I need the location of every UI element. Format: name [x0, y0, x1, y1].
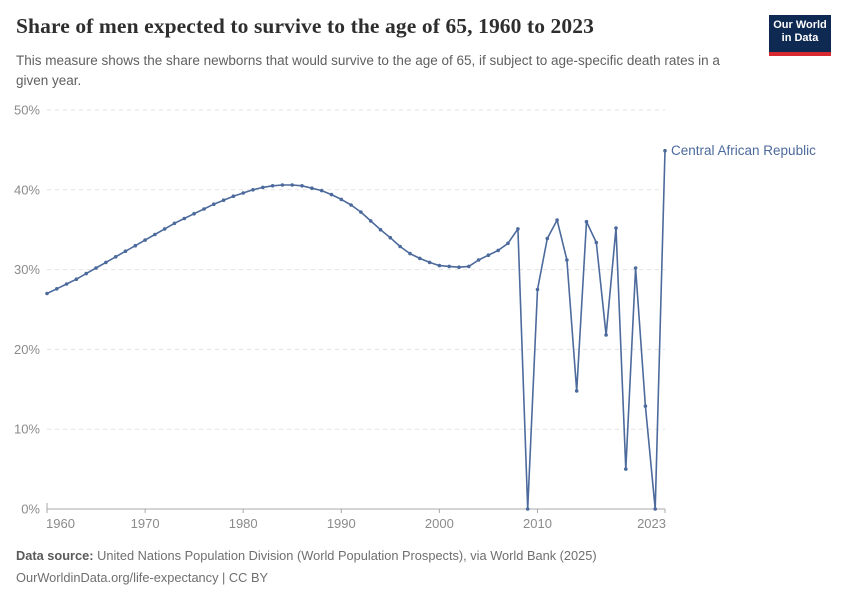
- x-axis-tick-label: 1960: [46, 516, 75, 531]
- line-chart-canvas[interactable]: 0% 10% 20% 30% 40% 50% 1960 1970 1980 1990 2000 201…: [0, 80, 850, 550]
- data-point[interactable]: [486, 253, 491, 257]
- data-point[interactable]: [212, 202, 216, 206]
- data-point[interactable]: [594, 240, 599, 245]
- data-point[interactable]: [319, 188, 324, 193]
- data-point[interactable]: [545, 236, 550, 241]
- data-point[interactable]: [143, 238, 147, 242]
- data-point[interactable]: [565, 258, 569, 262]
- data-point[interactable]: [349, 203, 353, 207]
- y-axis-tick-label: 20%: [14, 342, 40, 357]
- data-point[interactable]: [418, 256, 422, 261]
- data-point[interactable]: [104, 260, 108, 265]
- data-point[interactable]: [270, 184, 275, 188]
- data-point[interactable]: [643, 404, 648, 408]
- data-point[interactable]: [45, 291, 49, 296]
- data-point[interactable]: [584, 219, 589, 224]
- data-point[interactable]: [162, 227, 167, 231]
- data-point[interactable]: [368, 219, 373, 223]
- y-axis-tick-label: 50%: [14, 103, 40, 118]
- data-point[interactable]: [535, 287, 540, 292]
- data-point[interactable]: [261, 185, 265, 190]
- data-point[interactable]: [624, 467, 628, 471]
- data-point[interactable]: [290, 183, 295, 187]
- data-point[interactable]: [378, 227, 383, 232]
- data-point[interactable]: [74, 277, 79, 282]
- owid-logo-line2: in Data: [781, 32, 819, 44]
- data-point[interactable]: [467, 264, 471, 269]
- data-point[interactable]: [653, 507, 657, 511]
- chart-footer: Data source: United Nations Population D…: [16, 545, 597, 589]
- data-point[interactable]: [614, 226, 618, 230]
- data-point[interactable]: [153, 232, 157, 237]
- data-source-label: Data source:: [16, 548, 94, 563]
- data-point[interactable]: [192, 211, 196, 216]
- data-point[interactable]: [55, 287, 59, 291]
- data-point[interactable]: [172, 221, 177, 226]
- chart-line: [46, 149, 666, 510]
- data-point[interactable]: [113, 254, 118, 259]
- y-axis-tick-label: 10%: [14, 422, 40, 437]
- data-point[interactable]: [123, 249, 128, 253]
- owid-logo[interactable]: Our World in Data: [769, 15, 831, 56]
- y-axis-tick-label: 40%: [14, 182, 40, 197]
- data-point[interactable]: [437, 263, 442, 268]
- x-axis-tick-label: 1970: [131, 516, 160, 531]
- data-point[interactable]: [84, 271, 88, 276]
- data-point[interactable]: [398, 244, 402, 249]
- data-point[interactable]: [221, 198, 226, 202]
- data-point[interactable]: [64, 282, 69, 286]
- x-axis-tick-label: 2000: [425, 516, 454, 531]
- data-point[interactable]: [329, 192, 334, 197]
- data-point[interactable]: [633, 266, 638, 270]
- x-axis-tick-label: 2023: [637, 516, 666, 531]
- x-axis-tick-label: 2010: [523, 516, 552, 531]
- data-source-line: Data source: United Nations Population D…: [16, 545, 597, 567]
- page-title: Share of men expected to survive to the …: [16, 14, 594, 38]
- data-point[interactable]: [506, 241, 510, 246]
- data-point[interactable]: [231, 194, 236, 198]
- x-axis-tick-label: 1990: [327, 516, 356, 531]
- data-point[interactable]: [94, 266, 98, 270]
- data-point[interactable]: [604, 333, 608, 337]
- data-source-text: United Nations Population Division (Worl…: [97, 548, 597, 563]
- data-point[interactable]: [525, 507, 530, 511]
- data-point[interactable]: [300, 184, 304, 188]
- data-point[interactable]: [133, 243, 138, 248]
- data-point[interactable]: [663, 148, 667, 153]
- y-axis-tick-label: 30%: [14, 262, 40, 277]
- license-line: OurWorldinData.org/life-expectancy | CC …: [16, 570, 269, 585]
- data-point[interactable]: [280, 183, 285, 187]
- data-point[interactable]: [408, 251, 412, 256]
- x-axis-tick-label: 1980: [229, 516, 258, 531]
- data-point[interactable]: [457, 265, 461, 270]
- data-point[interactable]: [555, 218, 559, 222]
- data-point[interactable]: [310, 186, 314, 190]
- data-point[interactable]: [476, 258, 481, 262]
- data-point[interactable]: [202, 207, 206, 211]
- data-point[interactable]: [496, 248, 501, 253]
- data-point[interactable]: [574, 389, 579, 393]
- entity-label: Central African Republic: [671, 143, 816, 158]
- y-axis-tick-label: 0%: [21, 502, 40, 517]
- data-point[interactable]: [182, 216, 187, 221]
- data-point[interactable]: [447, 264, 452, 269]
- data-point[interactable]: [339, 197, 344, 202]
- chart-subtitle: This measure shows the share newborns th…: [16, 53, 720, 88]
- data-point[interactable]: [359, 210, 363, 214]
- data-point[interactable]: [516, 227, 520, 231]
- data-point[interactable]: [427, 260, 432, 265]
- owid-logo-line1: Our World: [773, 19, 827, 31]
- data-point[interactable]: [388, 235, 393, 240]
- data-point[interactable]: [241, 191, 245, 195]
- data-point[interactable]: [251, 188, 255, 192]
